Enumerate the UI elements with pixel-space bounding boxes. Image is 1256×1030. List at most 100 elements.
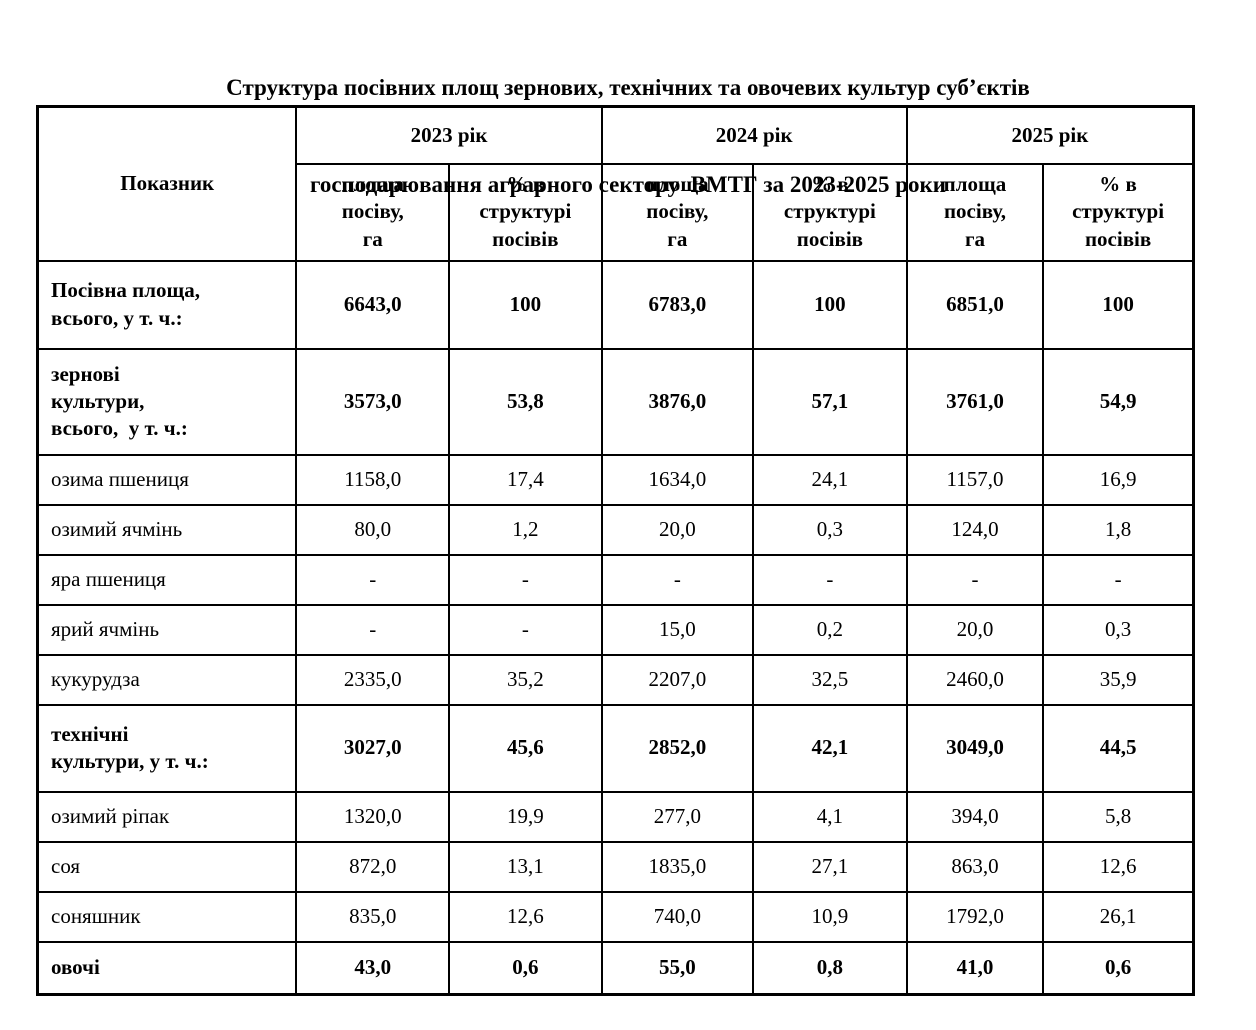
cell-value: 27,1	[752, 840, 908, 893]
area-header-2025: площа посіву, га	[905, 162, 1045, 262]
cell-value: 35,2	[448, 653, 603, 706]
cell-value: 1835,0	[600, 840, 755, 893]
cell-value: 19,9	[448, 790, 603, 843]
cell-value: 20,0	[600, 503, 755, 556]
cell-value: 2207,0	[600, 653, 755, 706]
cell-value: 80,0	[295, 503, 451, 556]
cell-value: 26,1	[1042, 890, 1195, 943]
cell-value: 6643,0	[295, 259, 451, 350]
cell-value: 835,0	[295, 890, 451, 943]
cell-value: 10,9	[752, 890, 908, 943]
cell-value: 0,3	[752, 503, 908, 556]
cell-value: 43,0	[295, 940, 451, 996]
cell-value: 12,6	[448, 890, 603, 943]
row-label: яра пшениця	[36, 553, 298, 606]
row-label: зернові культури, всього, у т. ч.:	[36, 347, 298, 456]
pct-header-2025: % в структурі посівів	[1042, 162, 1195, 262]
cell-value: 35,9	[1042, 653, 1195, 706]
cell-value: 5,8	[1042, 790, 1195, 843]
cell-value: 53,8	[448, 347, 603, 456]
table-row: озима пшениця 1158,0 17,4 1634,0 24,1 1157,0 1…	[36, 453, 1195, 506]
year-header-row: Показник 2023 рік 2024 рік 2025 рік	[36, 105, 1195, 262]
cell-value: 3049,0	[905, 703, 1045, 793]
cell-value: 2460,0	[905, 653, 1045, 706]
row-label: озима пшениця	[36, 453, 298, 506]
cell-value: 100	[752, 259, 908, 350]
cell-value: 45,6	[448, 703, 603, 793]
row-label: озимий ріпак	[36, 790, 298, 843]
table-row: технічні культури, у т. ч.: 3027,0 45,6 285…	[36, 703, 1195, 793]
cell-value: 124,0	[905, 503, 1045, 556]
cell-value: 0,3	[1042, 603, 1195, 656]
row-label: кукурудза	[36, 653, 298, 706]
cell-value: 4,1	[752, 790, 908, 843]
table-row: озимий ріпак 1320,0 19,9 277,0 4,1 394,0 5,8	[36, 790, 1195, 843]
cell-value: 1634,0	[600, 453, 755, 506]
cell-value: 6783,0	[600, 259, 755, 350]
cell-value: 100	[448, 259, 603, 350]
table-row: зернові культури, всього, у т. ч.: 3573,0…	[36, 347, 1195, 456]
cell-value: 2335,0	[295, 653, 451, 706]
cell-value: 1157,0	[905, 453, 1045, 506]
table-row: овочі 43,0 0,6 55,0 0,8 41,0 0,6	[36, 940, 1195, 996]
table-row: яра пшениця - - - - - -	[36, 553, 1195, 606]
cell-value: 15,0	[600, 603, 755, 656]
cell-value: 32,5	[752, 653, 908, 706]
cell-value: 277,0	[600, 790, 755, 843]
cell-value: -	[752, 553, 908, 606]
cell-value: 100	[1042, 259, 1195, 350]
cell-value: -	[600, 553, 755, 606]
cell-value: 0,2	[752, 603, 908, 656]
cell-value: 740,0	[600, 890, 755, 943]
row-label: технічні культури, у т. ч.:	[36, 703, 298, 793]
row-label: озимий ячмінь	[36, 503, 298, 556]
cell-value: 0,6	[1042, 940, 1195, 996]
sub-header-row: площа посіву, га % в структурі посівів п…	[38, 162, 1195, 262]
pct-header-2024: % в структурі посівів	[752, 162, 908, 262]
cell-value: 55,0	[600, 940, 755, 996]
cell-value: 41,0	[905, 940, 1045, 996]
cell-value: 1158,0	[295, 453, 451, 506]
area-header-2024: площа посіву, га	[600, 162, 755, 262]
pct-header-2023: % в структурі посівів	[448, 162, 603, 262]
cell-value: 1320,0	[295, 790, 451, 843]
table-body: Посівна площа, всього, у т. ч.: 6643,0 100…	[36, 259, 1195, 996]
table-row: соя 872,0 13,1 1835,0 27,1 863,0 12,6	[36, 840, 1195, 893]
year-header-2024: 2024 рік	[600, 105, 908, 165]
table-row: озимий ячмінь 80,0 1,2 20,0 0,3 124,0 1,8	[36, 503, 1195, 556]
year-header-2023: 2023 рік	[295, 105, 603, 165]
year-header-2025: 2025 рік	[905, 105, 1195, 165]
cell-value: -	[448, 553, 603, 606]
cell-value: 0,6	[448, 940, 603, 996]
cell-value: 872,0	[295, 840, 451, 893]
table-row: Посівна площа, всього, у т. ч.: 6643,0 100…	[36, 259, 1195, 350]
cell-value: 44,5	[1042, 703, 1195, 793]
indicator-column-header: Показник	[36, 105, 298, 262]
cell-value: 3573,0	[295, 347, 451, 456]
cell-value: 1,8	[1042, 503, 1195, 556]
row-label: соя	[36, 840, 298, 893]
row-label: Посівна площа, всього, у т. ч.:	[36, 259, 298, 350]
cell-value: 16,9	[1042, 453, 1195, 506]
cell-value: -	[295, 553, 451, 606]
cell-value: -	[295, 603, 451, 656]
crop-structure-table: Показник 2023 рік 2024 рік 2025 рік площ…	[36, 105, 1195, 996]
row-label: ярий ячмінь	[36, 603, 298, 656]
document-title-line-1: Структура посівних площ зернових, техніч…	[226, 75, 1030, 101]
cell-value: -	[448, 603, 603, 656]
cell-value: 54,9	[1042, 347, 1195, 456]
cell-value: 3027,0	[295, 703, 451, 793]
cell-value: 17,4	[448, 453, 603, 506]
table-row: ярий ячмінь - -15,0 0,2 20,0 0,3	[36, 603, 1195, 656]
cell-value: -	[905, 553, 1045, 606]
row-label: овочі	[36, 940, 298, 996]
cell-value: 24,1	[752, 453, 908, 506]
cell-value: 0,8	[752, 940, 908, 996]
table-row: кукурудза 2335,0 35,2 2207,0 32,5 2460,0 35,9	[36, 653, 1195, 706]
row-label: соняшник	[36, 890, 298, 943]
table-row: соняшник 835,0 12,6 740,0 10,9 1792,0 26,1	[36, 890, 1195, 943]
cell-value: 57,1	[752, 347, 908, 456]
cell-value: 1,2	[448, 503, 603, 556]
crop-structure-table-container: Показник 2023 рік 2024 рік 2025 рік площ…	[36, 105, 1195, 996]
cell-value: 3761,0	[905, 347, 1045, 456]
